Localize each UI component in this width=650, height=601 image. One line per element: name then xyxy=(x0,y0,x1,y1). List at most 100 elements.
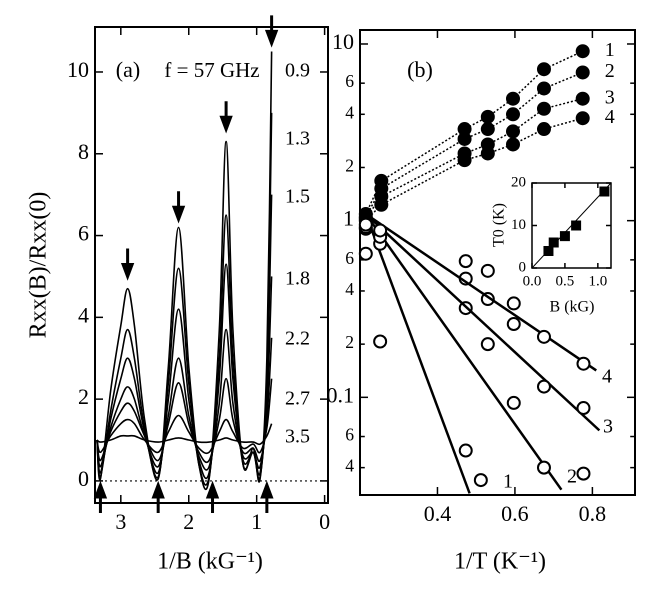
series-label: 2 xyxy=(567,466,577,488)
square-marker xyxy=(548,237,559,248)
x-tick-label: 2 xyxy=(183,509,194,534)
x-tick-label: 0.6 xyxy=(501,501,529,526)
y-tick-label: 1 xyxy=(343,206,354,231)
fit-line xyxy=(364,213,563,491)
curve xyxy=(96,378,273,455)
y-tick-label: 10 xyxy=(67,57,89,82)
square-marker xyxy=(559,231,570,242)
arrow xyxy=(120,248,135,281)
y-tick-label: 4 xyxy=(78,302,89,327)
fit-line xyxy=(364,213,471,494)
filled-marker xyxy=(374,197,389,212)
curve-label: 1.5 xyxy=(285,186,310,208)
filled-marker xyxy=(536,62,551,77)
y-tick-label: 6 xyxy=(345,425,354,445)
filled-marker xyxy=(505,124,520,139)
filled-marker xyxy=(505,107,520,122)
open-marker xyxy=(358,217,373,232)
curve xyxy=(96,423,273,446)
x-tick-label: 0 xyxy=(319,509,330,534)
curve xyxy=(96,337,273,464)
x-tick-label: 0.8 xyxy=(579,501,607,526)
y-tick-label: 6 xyxy=(345,248,354,268)
filled-marker xyxy=(480,122,495,137)
arrow xyxy=(171,191,186,224)
y-axis-title: Rxx(B)/Rxx(0) xyxy=(26,192,52,339)
y-tick-label: 2 xyxy=(78,384,89,409)
fit-line xyxy=(365,213,597,372)
open-marker xyxy=(536,460,551,475)
curve-label: 0.9 xyxy=(285,60,310,82)
filled-marker xyxy=(536,122,551,137)
open-marker xyxy=(480,263,495,278)
open-marker xyxy=(373,334,388,349)
fit-line xyxy=(364,213,601,432)
series-label: 1 xyxy=(605,39,615,61)
x-axis-title: 1/T (K⁻¹) xyxy=(454,549,546,575)
arrow xyxy=(151,480,165,514)
panel-label: (b) xyxy=(407,57,433,82)
series-label: 4 xyxy=(602,366,612,388)
filled-marker xyxy=(575,44,590,59)
open-marker xyxy=(536,379,551,394)
y-tick-label: 4 xyxy=(345,279,354,299)
curve-label: 1.8 xyxy=(285,268,310,290)
arrow xyxy=(219,101,233,134)
y-tick-label: 6 xyxy=(345,71,354,91)
open-marker xyxy=(458,254,473,269)
open-marker xyxy=(576,356,591,371)
filled-marker xyxy=(536,81,551,96)
x-tick-label: 1.0 xyxy=(588,274,607,290)
x-axis-title: 1/B (kG⁻¹) xyxy=(157,549,263,575)
square-marker xyxy=(543,246,554,256)
curve xyxy=(96,276,273,471)
x-tick-label: 0.4 xyxy=(424,501,452,526)
y-tick-label: 10 xyxy=(511,217,526,233)
x-tick-label: 3 xyxy=(115,509,126,534)
filled-marker xyxy=(457,153,472,168)
series-label: 3 xyxy=(603,416,613,438)
series-label: 4 xyxy=(605,106,615,128)
open-marker xyxy=(458,443,473,458)
curve-label: 3.5 xyxy=(285,426,310,448)
inset-x-title: B (kG) xyxy=(550,299,595,316)
y-tick-label: 0.1 xyxy=(327,382,355,407)
square-marker xyxy=(571,220,582,231)
open-marker xyxy=(506,296,521,311)
open-marker xyxy=(506,317,521,332)
filled-marker xyxy=(480,109,495,124)
y-tick-label: 0 xyxy=(78,466,89,491)
series-label: 2 xyxy=(605,60,615,82)
curve-label: 2.7 xyxy=(285,388,310,410)
inset-y-title: T0 (K) xyxy=(491,203,508,247)
y-tick-label: 2 xyxy=(345,332,354,352)
filled-marker xyxy=(457,131,472,146)
open-marker xyxy=(506,395,521,410)
filled-marker xyxy=(505,91,520,106)
filled-marker xyxy=(536,101,551,116)
open-marker xyxy=(358,246,373,261)
y-tick-label: 2 xyxy=(345,156,354,176)
open-marker xyxy=(576,466,591,481)
arrow xyxy=(260,480,274,514)
panel-b-frame xyxy=(359,29,636,496)
series-label: 1 xyxy=(503,471,513,493)
x-tick-label: 0.0 xyxy=(523,274,542,290)
filled-marker xyxy=(575,111,590,126)
open-marker xyxy=(473,473,488,488)
arrow xyxy=(93,480,108,514)
arrow xyxy=(205,480,220,514)
x-tick-label: 1 xyxy=(251,509,262,534)
open-marker xyxy=(536,329,551,344)
curve-label: 1.3 xyxy=(285,128,310,150)
y-tick-label: 20 xyxy=(511,174,526,190)
y-tick-label: 10 xyxy=(332,29,354,54)
y-tick-label: 0 xyxy=(519,259,527,275)
filled-marker xyxy=(575,91,590,106)
open-marker xyxy=(480,337,495,352)
open-marker xyxy=(576,401,591,416)
square-marker xyxy=(599,186,610,197)
arrow xyxy=(264,15,279,48)
panel-label: (a) xyxy=(116,57,140,82)
